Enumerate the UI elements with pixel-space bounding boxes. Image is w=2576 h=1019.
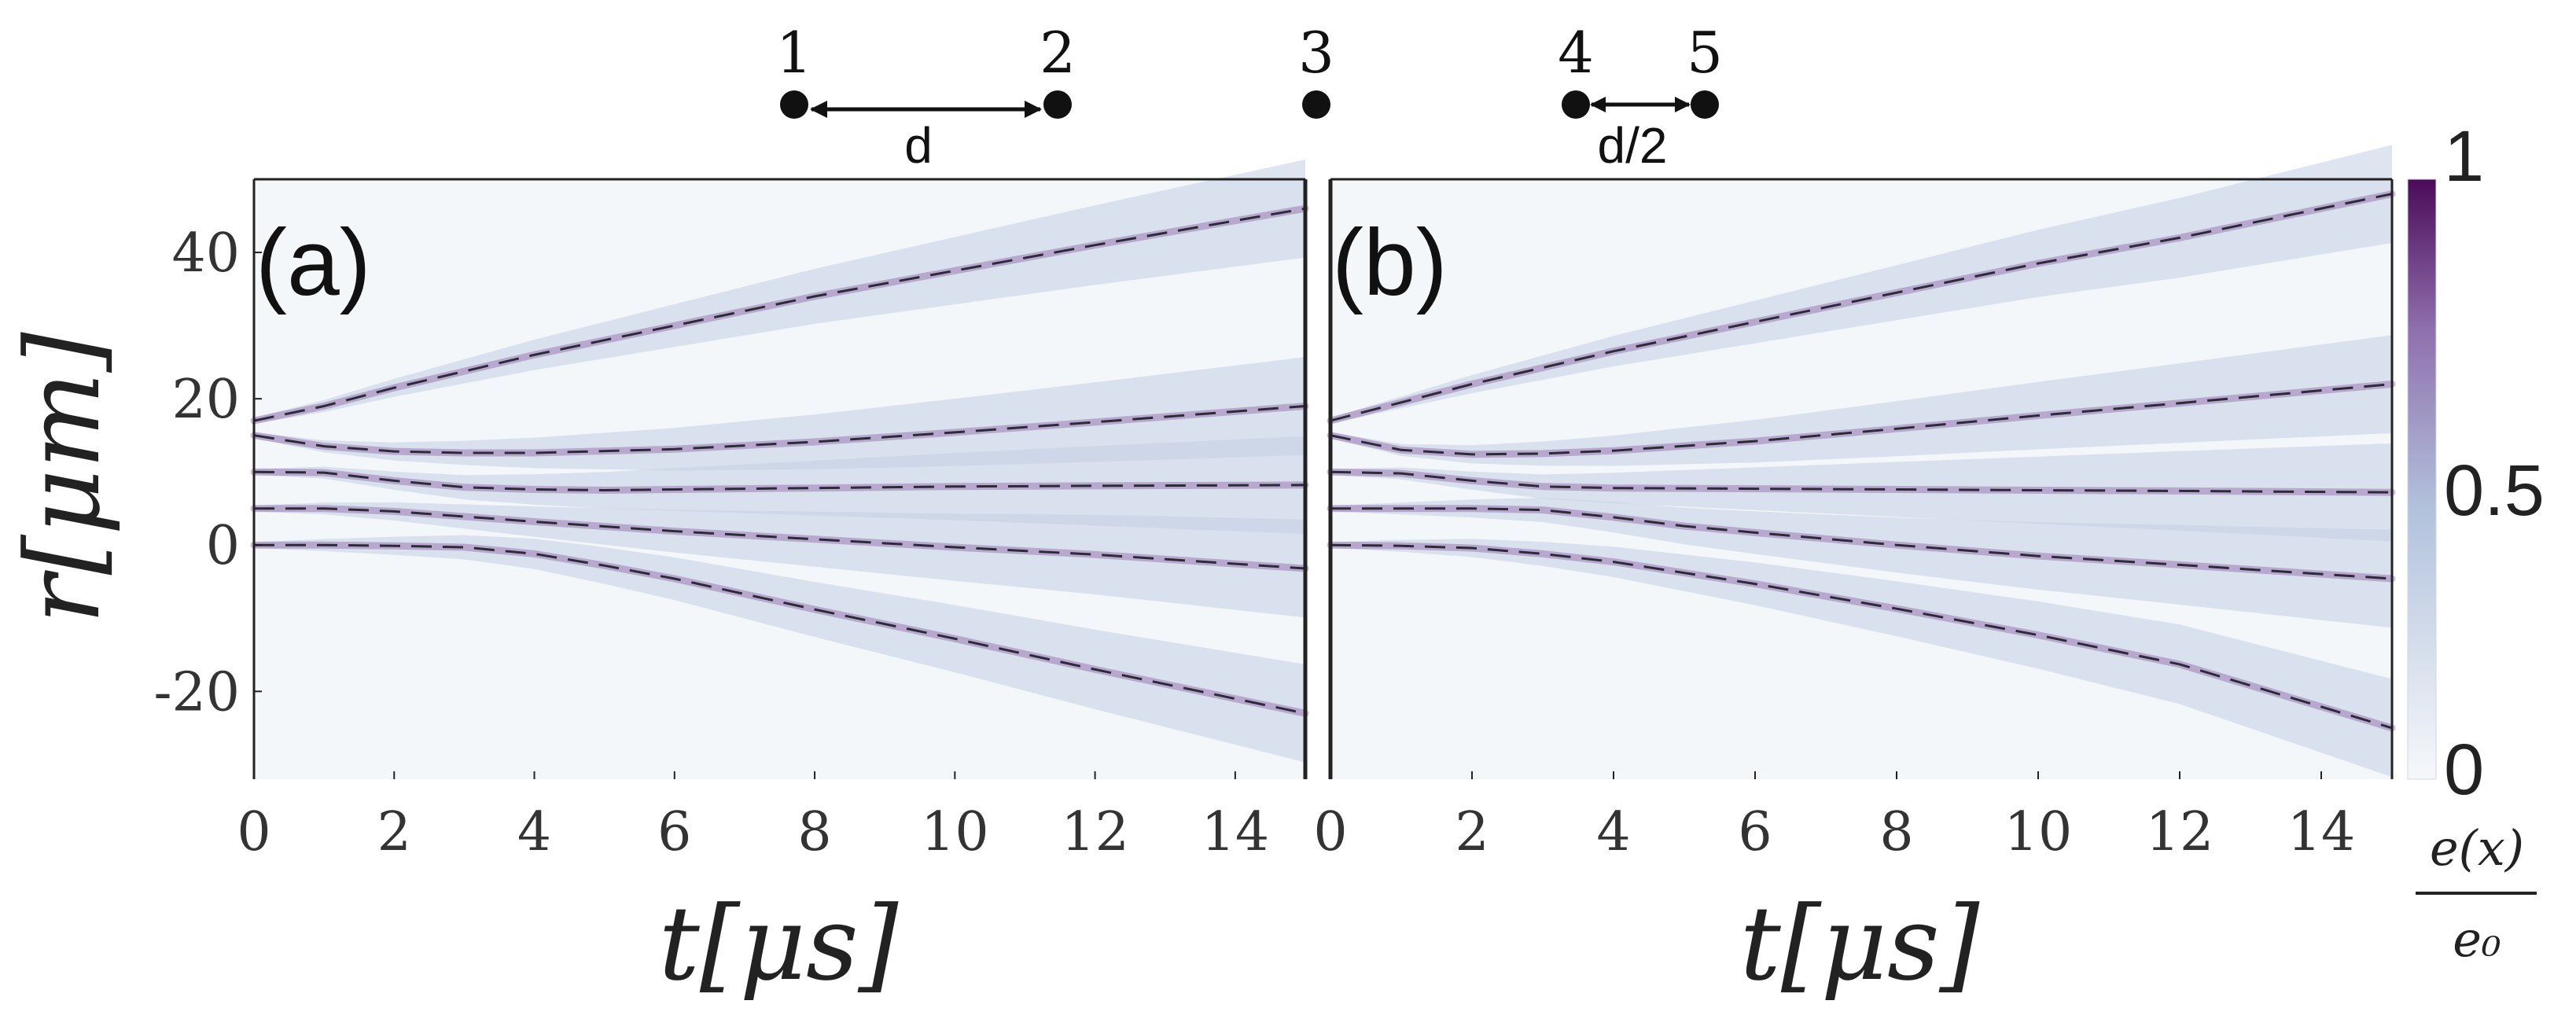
- colorbar: 1 0.5 0 e(x) e₀: [2407, 116, 2545, 968]
- trajectory-plume: [254, 502, 1305, 618]
- trajectory-plume: [254, 159, 1305, 424]
- panel-b-ticks: 0 2 4 6 8 10 12 14: [1313, 771, 2355, 863]
- colorbar-tick-max: 1: [2444, 116, 2484, 197]
- atom-4: 4: [1558, 20, 1594, 119]
- trajectory-line: [1330, 507, 2393, 580]
- x-tick-label: 4: [517, 801, 551, 863]
- trajectory-plume: [254, 436, 1305, 535]
- x-tick-label: 0: [237, 801, 270, 863]
- atom-3-label: 3: [1298, 20, 1334, 86]
- atom-4-label: 4: [1558, 20, 1594, 86]
- trajectory-line: [1330, 470, 2393, 494]
- panel-a: 0 2 4 6 8 10 12 14 40 20 0 -20 (a) t[μs] r[μm]: [3, 159, 1309, 1003]
- x-tick-label: 10: [921, 801, 989, 863]
- x-tick-label: 2: [1455, 801, 1489, 863]
- atom-diagram: 1 2 3 4 5 d d/2: [776, 20, 1723, 174]
- atom-1: 1: [776, 20, 812, 119]
- atom-2: 2: [1040, 20, 1076, 119]
- trajectory-line: [1330, 193, 2393, 422]
- atom-5: 5: [1687, 20, 1723, 119]
- atom-5-dot: [1691, 90, 1719, 119]
- trajectory-line: [254, 543, 1306, 715]
- x-tick-label: 8: [1879, 801, 1913, 863]
- trajectory-plume: [1330, 498, 2392, 628]
- spacing-label-d-half: d/2: [1598, 117, 1668, 174]
- y-tick-label: 40: [171, 223, 240, 285]
- atom-5-label: 5: [1687, 20, 1723, 86]
- trajectory-line: [253, 405, 1306, 454]
- y-tick-label: -20: [153, 661, 240, 723]
- x-tick-label: 12: [1061, 801, 1129, 863]
- x-tick-label: 14: [1202, 801, 1270, 863]
- panel-a-ylabel: r[μm]: [3, 332, 123, 624]
- panel-b-plumes: [1330, 145, 2392, 778]
- panel-b-label: (b): [1332, 210, 1448, 315]
- x-tick-label: 14: [2287, 801, 2356, 863]
- x-tick-label: 6: [1738, 801, 1772, 863]
- trajectory-plume: [1330, 145, 2392, 424]
- trajectory-plume: [1330, 443, 2392, 542]
- x-tick-label: 6: [657, 801, 691, 863]
- trajectory-line: [1330, 383, 2393, 456]
- trajectory-line: [254, 507, 1306, 570]
- trajectory-line: [1330, 543, 2393, 730]
- colorbar-tick-min: 0: [2444, 730, 2484, 810]
- x-tick-label: 12: [2146, 801, 2214, 863]
- atom-1-label: 1: [776, 20, 812, 86]
- colorbar-tick-mid: 0.5: [2444, 451, 2545, 531]
- trajectory-plume: [1330, 335, 2392, 466]
- panel-a-label: (a): [256, 210, 371, 315]
- colorbar-label-numerator: e(x): [2430, 819, 2524, 877]
- panel-b: 0 2 4 6 8 10 12 14 (b) t[μs]: [1313, 145, 2396, 1003]
- colorbar-gradient: [2407, 178, 2437, 780]
- panel-a-plumes: [254, 159, 1305, 763]
- spacing-arrow-d-half: d/2: [1590, 97, 1691, 174]
- spacing-arrow-d: d: [810, 101, 1042, 174]
- y-tick-label: 20: [171, 369, 240, 431]
- panel-b-trajectory-lines: [1330, 193, 2393, 730]
- panel-a-xlabel: t[μs]: [659, 884, 899, 1003]
- atom-2-label: 2: [1040, 20, 1076, 86]
- atom-3-dot: [1302, 90, 1330, 119]
- trajectory-plume: [254, 535, 1305, 763]
- x-tick-label: 10: [2004, 801, 2073, 863]
- y-tick-label: 0: [206, 515, 240, 577]
- atom-4-dot: [1562, 90, 1590, 119]
- x-tick-label: 8: [797, 801, 831, 863]
- spacing-label-d: d: [904, 117, 933, 174]
- colorbar-label-denominator: e₀: [2453, 910, 2501, 968]
- x-tick-label: 2: [377, 801, 411, 863]
- atom-3: 3: [1298, 20, 1334, 119]
- trajectory-plume: [254, 357, 1305, 471]
- x-tick-label: 0: [1313, 801, 1347, 863]
- trajectory-line: [253, 207, 1306, 422]
- trajectory-line: [253, 470, 1306, 492]
- atom-1-dot: [780, 90, 808, 119]
- panel-b-xlabel: t[μs]: [1740, 884, 1980, 1003]
- x-tick-label: 4: [1596, 801, 1630, 863]
- atom-2-dot: [1043, 90, 1072, 119]
- trajectory-plume: [1330, 539, 2392, 778]
- panel-a-ticks: 0 2 4 6 8 10 12 14 40 20 0 -20: [153, 223, 1269, 863]
- panel-a-trajectory-lines: [253, 207, 1306, 715]
